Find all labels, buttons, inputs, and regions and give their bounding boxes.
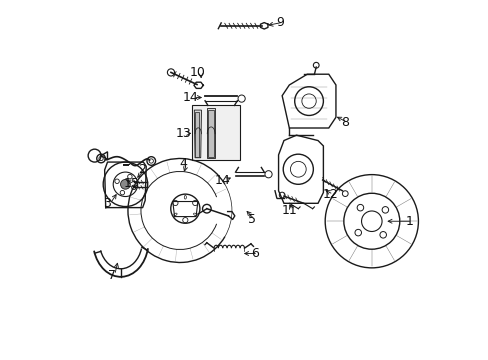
Text: 9: 9 (276, 16, 284, 29)
Text: 5: 5 (247, 213, 255, 226)
Text: 1: 1 (405, 215, 412, 228)
Polygon shape (195, 112, 199, 157)
Text: 7: 7 (107, 269, 116, 282)
Text: 14: 14 (215, 174, 230, 186)
Text: 4: 4 (179, 157, 187, 170)
Text: 11: 11 (281, 204, 297, 217)
Circle shape (121, 179, 130, 189)
Polygon shape (206, 108, 215, 158)
Text: 3: 3 (103, 197, 111, 210)
Text: 15: 15 (123, 177, 139, 190)
Text: 8: 8 (340, 116, 348, 129)
Polygon shape (207, 110, 214, 157)
Text: 10: 10 (189, 66, 205, 79)
Text: 13: 13 (175, 127, 191, 140)
Polygon shape (194, 110, 201, 158)
Text: 2: 2 (138, 163, 146, 176)
Text: 6: 6 (251, 247, 259, 260)
Bar (191, 105, 240, 160)
Text: 12: 12 (322, 188, 338, 201)
Text: 14: 14 (183, 91, 198, 104)
